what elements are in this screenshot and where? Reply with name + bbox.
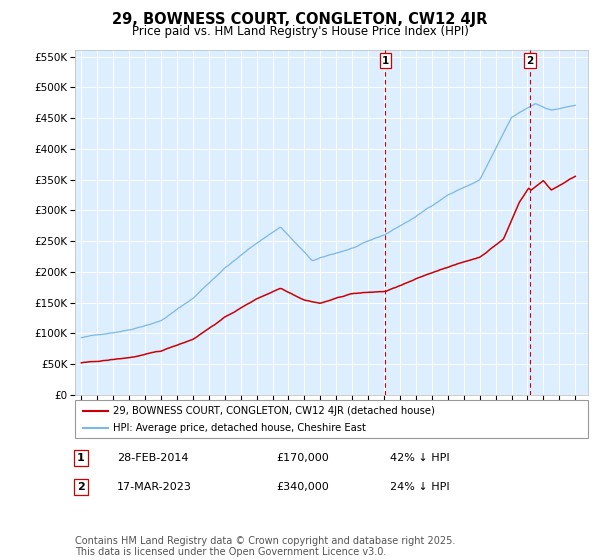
- Text: 1: 1: [382, 55, 389, 66]
- Text: 28-FEB-2014: 28-FEB-2014: [117, 453, 188, 463]
- Text: 29, BOWNESS COURT, CONGLETON, CW12 4JR (detached house): 29, BOWNESS COURT, CONGLETON, CW12 4JR (…: [113, 405, 436, 416]
- Text: 24% ↓ HPI: 24% ↓ HPI: [390, 482, 449, 492]
- Text: 1: 1: [77, 453, 85, 463]
- Text: Contains HM Land Registry data © Crown copyright and database right 2025.
This d: Contains HM Land Registry data © Crown c…: [75, 535, 455, 557]
- Text: Price paid vs. HM Land Registry's House Price Index (HPI): Price paid vs. HM Land Registry's House …: [131, 25, 469, 38]
- Text: 2: 2: [77, 482, 85, 492]
- Text: 29, BOWNESS COURT, CONGLETON, CW12 4JR: 29, BOWNESS COURT, CONGLETON, CW12 4JR: [112, 12, 488, 27]
- Text: HPI: Average price, detached house, Cheshire East: HPI: Average price, detached house, Ches…: [113, 423, 367, 433]
- Text: £170,000: £170,000: [276, 453, 329, 463]
- Text: 2: 2: [526, 55, 534, 66]
- Text: 17-MAR-2023: 17-MAR-2023: [117, 482, 192, 492]
- Text: 42% ↓ HPI: 42% ↓ HPI: [390, 453, 449, 463]
- Text: £340,000: £340,000: [276, 482, 329, 492]
